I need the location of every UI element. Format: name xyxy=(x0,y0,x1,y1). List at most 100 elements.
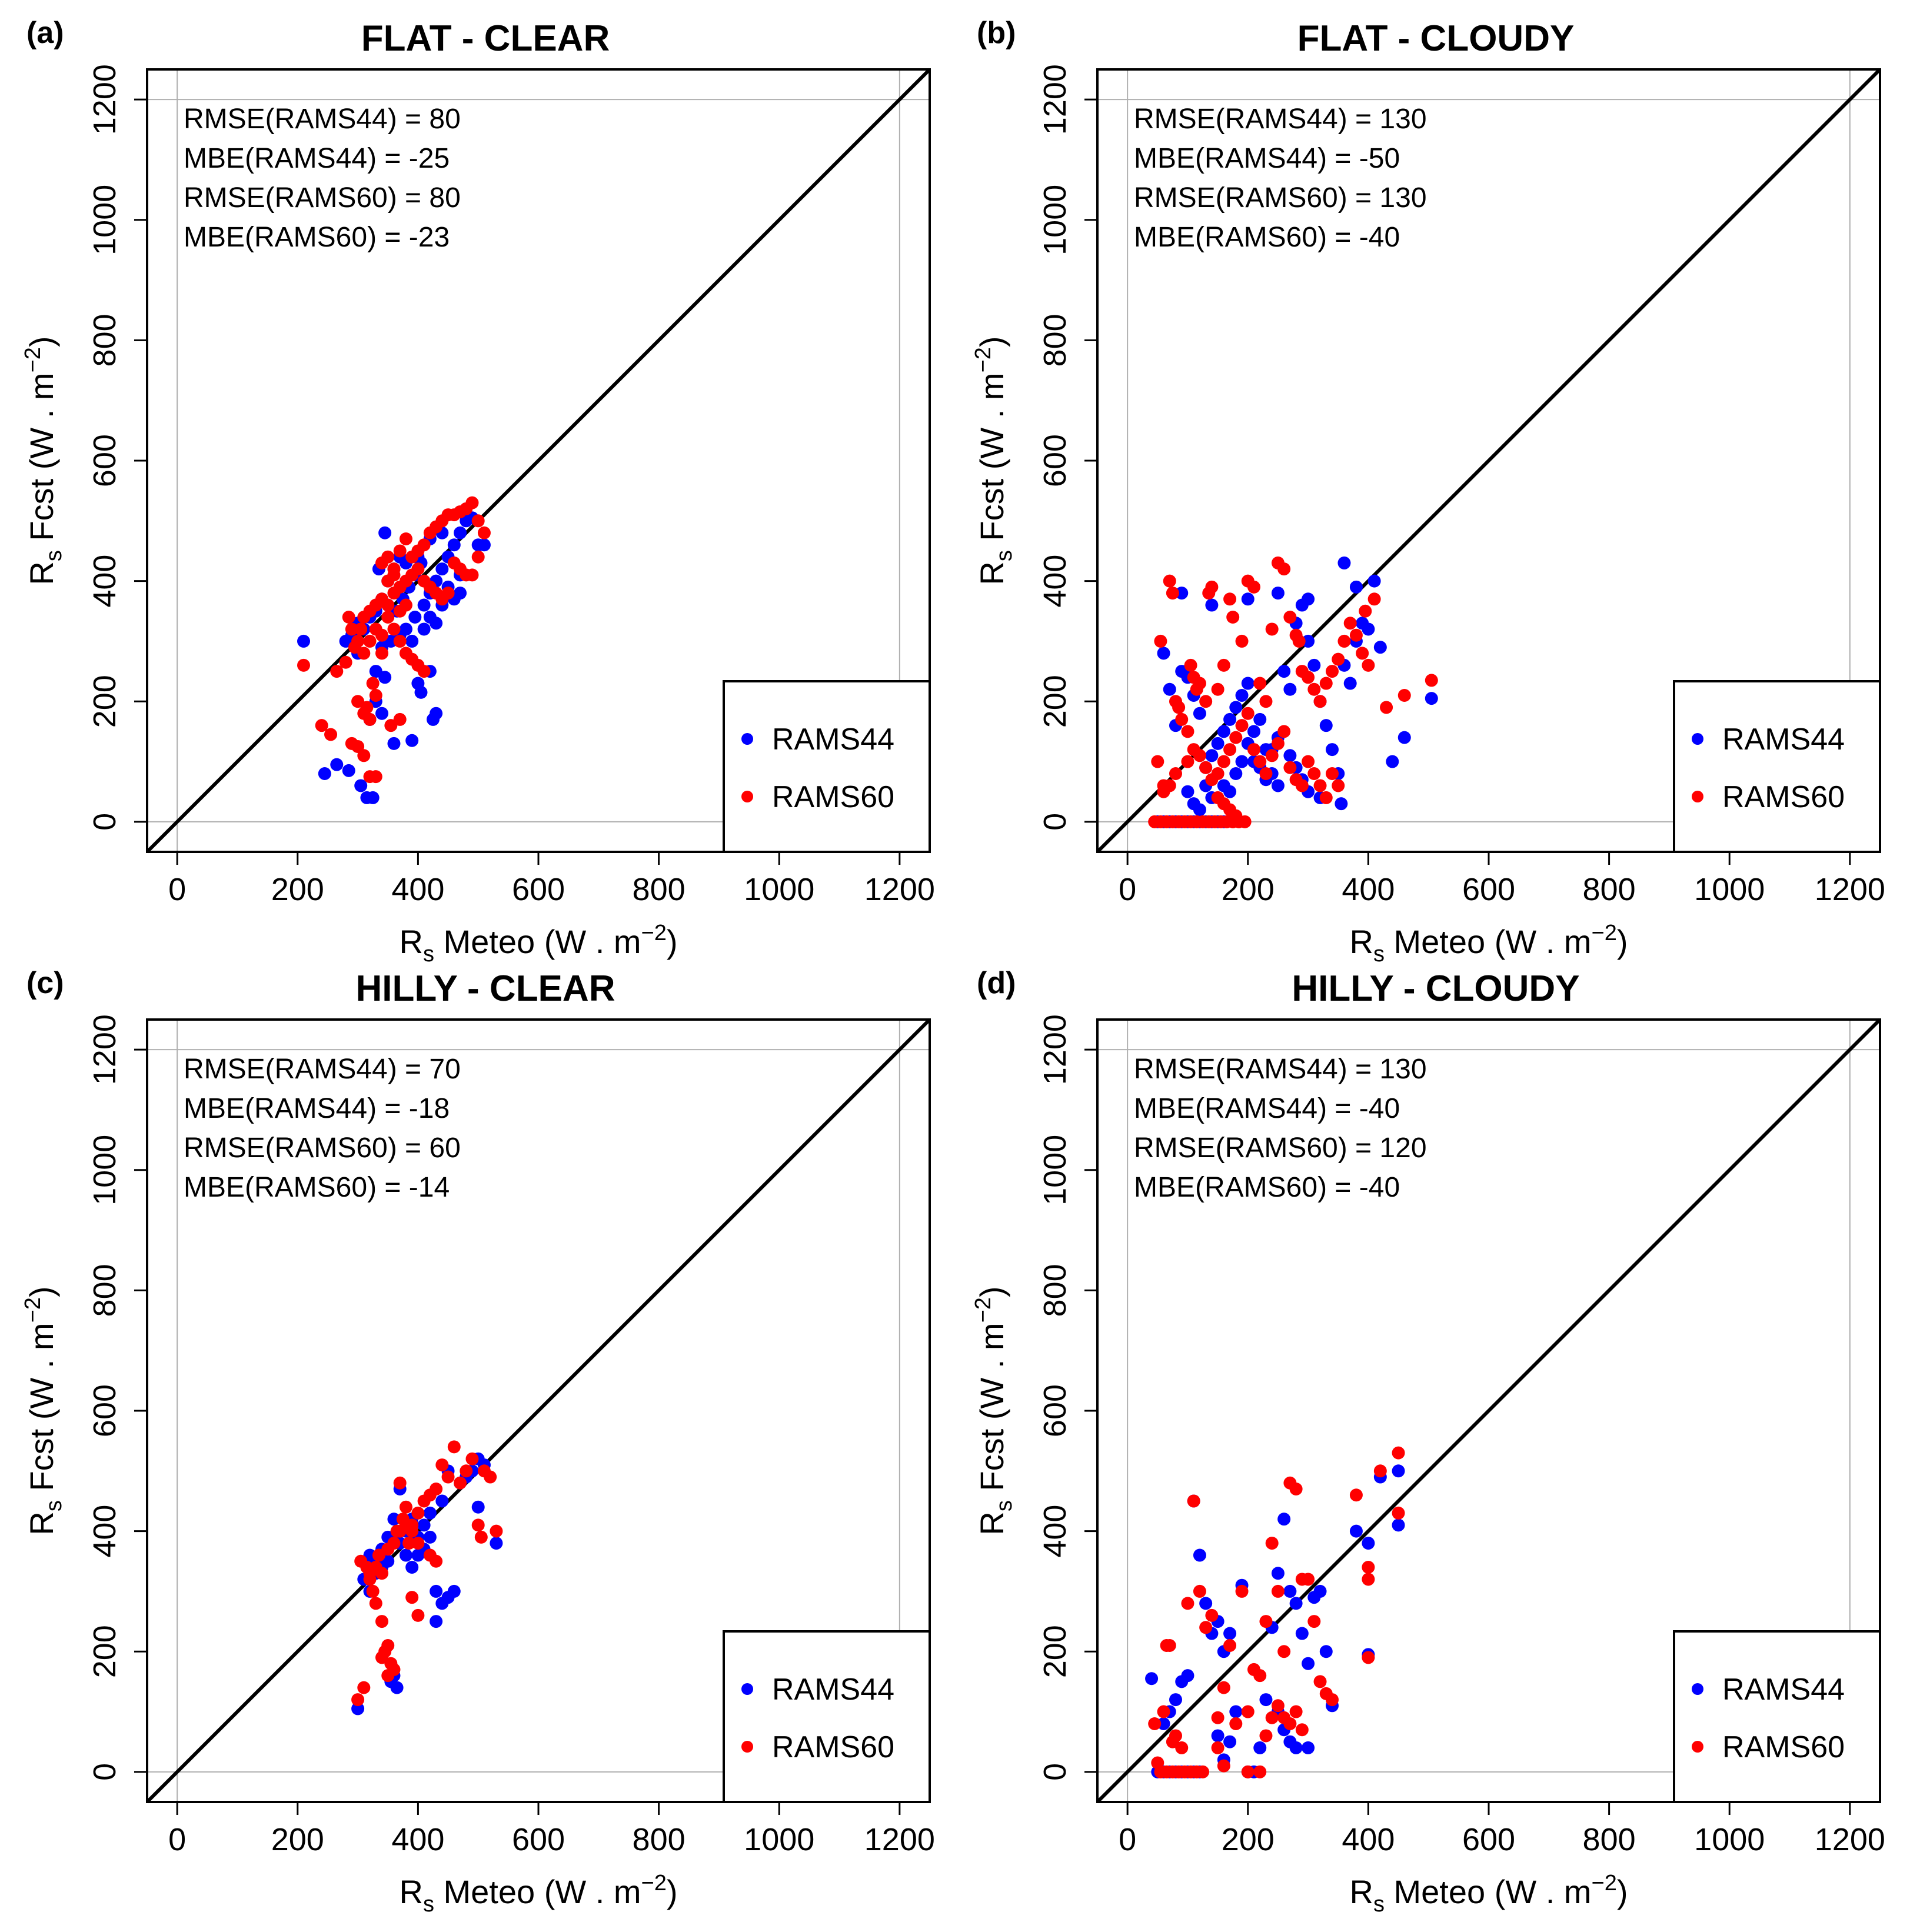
data-point-rams60 xyxy=(1181,725,1194,738)
data-point-rams60 xyxy=(1283,761,1297,774)
data-point-rams60 xyxy=(454,1476,467,1490)
data-point-rams44 xyxy=(1253,712,1267,726)
data-point-rams60 xyxy=(369,689,382,702)
data-point-rams60 xyxy=(1241,1765,1255,1778)
data-point-rams44 xyxy=(1302,1741,1315,1754)
data-point-rams44 xyxy=(375,707,388,720)
data-point-rams60 xyxy=(1217,1681,1230,1694)
data-point-rams60 xyxy=(1175,1741,1189,1754)
x-tick-label: 1200 xyxy=(864,872,935,907)
data-point-rams60 xyxy=(411,1506,425,1520)
x-tick-label: 400 xyxy=(1342,1822,1395,1857)
data-point-rams60 xyxy=(1172,701,1186,714)
data-point-rams60 xyxy=(1148,1717,1162,1730)
data-point-rams60 xyxy=(1277,725,1291,738)
legend: RAMS44 RAMS60 xyxy=(723,680,931,853)
data-point-rams44 xyxy=(387,737,401,750)
axis-label-text: Fcst (W . m xyxy=(23,372,60,550)
data-point-rams60 xyxy=(393,634,407,648)
data-point-rams60 xyxy=(357,749,371,762)
legend-label-rams44: RAMS44 xyxy=(772,722,894,757)
legend-label-rams44: RAMS44 xyxy=(1722,1673,1845,1707)
data-point-rams44 xyxy=(435,1494,449,1508)
x-tick-label: 600 xyxy=(1462,872,1515,907)
y-tick-label: 1000 xyxy=(1037,185,1073,255)
data-point-rams60 xyxy=(430,1483,443,1495)
panel-title: HILLY - CLOUDY xyxy=(1292,968,1579,1009)
x-tick-label: 1200 xyxy=(864,1822,935,1857)
data-point-rams44 xyxy=(1326,743,1339,757)
data-point-rams44 xyxy=(408,611,422,624)
data-point-rams44 xyxy=(342,764,355,777)
axis-label-sup: −2 xyxy=(971,1297,996,1323)
data-point-rams60 xyxy=(387,1537,401,1550)
data-point-rams60 xyxy=(1157,1705,1170,1718)
data-point-rams44 xyxy=(1205,749,1219,762)
data-point-rams44 xyxy=(447,1584,461,1598)
data-point-rams60 xyxy=(405,1524,419,1538)
data-point-rams60 xyxy=(297,658,310,672)
x-tick-label: 600 xyxy=(512,1822,565,1857)
data-point-rams60 xyxy=(1154,634,1167,648)
data-point-rams60 xyxy=(1205,1608,1219,1622)
legend: RAMS44 RAMS60 xyxy=(1673,1630,1881,1803)
data-point-rams60 xyxy=(1169,767,1182,780)
axis-label-sym: R xyxy=(973,561,1010,585)
data-point-rams44 xyxy=(1169,1693,1182,1707)
data-point-rams60 xyxy=(1307,1615,1321,1628)
y-tick-label: 200 xyxy=(1037,1625,1073,1678)
data-point-rams60 xyxy=(447,556,461,569)
legend-label-rams60: RAMS60 xyxy=(772,780,894,814)
data-point-rams44 xyxy=(490,1537,503,1550)
x-tick-label: 800 xyxy=(1583,1822,1636,1857)
data-point-rams60 xyxy=(369,1561,382,1574)
data-point-rams60 xyxy=(411,562,425,576)
data-point-rams44 xyxy=(1373,641,1387,654)
data-point-rams44 xyxy=(1181,1669,1194,1683)
y-tick-label: 0 xyxy=(87,1763,122,1781)
data-point-rams60 xyxy=(1223,743,1237,757)
data-point-rams60 xyxy=(1241,707,1255,720)
axis-label-sup: −2 xyxy=(21,347,45,372)
axis-label-end: ) xyxy=(667,923,678,960)
axis-label-sym: R xyxy=(23,1511,60,1535)
data-point-rams60 xyxy=(1217,1759,1230,1773)
data-point-rams44 xyxy=(1235,755,1249,768)
data-point-rams44 xyxy=(1211,737,1224,750)
axis-label-text: Meteo (W . m xyxy=(1385,923,1592,960)
data-point-rams44 xyxy=(1319,1645,1333,1658)
axis-label-sub: s xyxy=(992,550,1017,561)
stat-line: MBE(RAMS60) = -40 xyxy=(1134,1172,1400,1203)
x-tick-label: 400 xyxy=(391,872,444,907)
axis-label-sub: s xyxy=(423,942,434,967)
data-point-rams44 xyxy=(430,707,443,720)
data-point-rams44 xyxy=(1193,1548,1206,1562)
x-tick-label: 1200 xyxy=(1815,1822,1885,1857)
data-point-rams60 xyxy=(1362,1561,1375,1574)
y-tick-label: 800 xyxy=(87,314,122,367)
data-point-rams60 xyxy=(393,544,407,558)
data-point-rams60 xyxy=(375,628,388,642)
data-point-rams60 xyxy=(1184,658,1197,672)
data-point-rams44 xyxy=(390,1681,404,1694)
data-point-rams60 xyxy=(1337,634,1351,648)
x-tick-label: 1000 xyxy=(1694,1822,1765,1857)
x-tick-label: 1000 xyxy=(744,1822,814,1857)
data-point-rams60 xyxy=(384,719,398,732)
data-point-rams44 xyxy=(1289,1597,1303,1610)
data-point-rams44 xyxy=(1283,1584,1297,1598)
one-to-one-line xyxy=(145,68,931,854)
data-point-rams44 xyxy=(1223,1735,1237,1748)
data-point-rams60 xyxy=(351,1693,365,1707)
x-tick-label: 600 xyxy=(512,872,565,907)
axis-label-sym: R xyxy=(399,923,422,960)
stat-line: RMSE(RAMS44) = 130 xyxy=(1134,104,1427,135)
data-point-rams44 xyxy=(1271,587,1285,600)
y-tick-label: 600 xyxy=(87,434,122,487)
stat-line: MBE(RAMS60) = -23 xyxy=(184,222,450,253)
data-point-rams60 xyxy=(1307,767,1321,780)
data-point-rams44 xyxy=(405,634,419,648)
data-point-rams60 xyxy=(402,1537,416,1550)
data-point-rams60 xyxy=(1283,1717,1297,1730)
legend-box xyxy=(723,1630,931,1803)
